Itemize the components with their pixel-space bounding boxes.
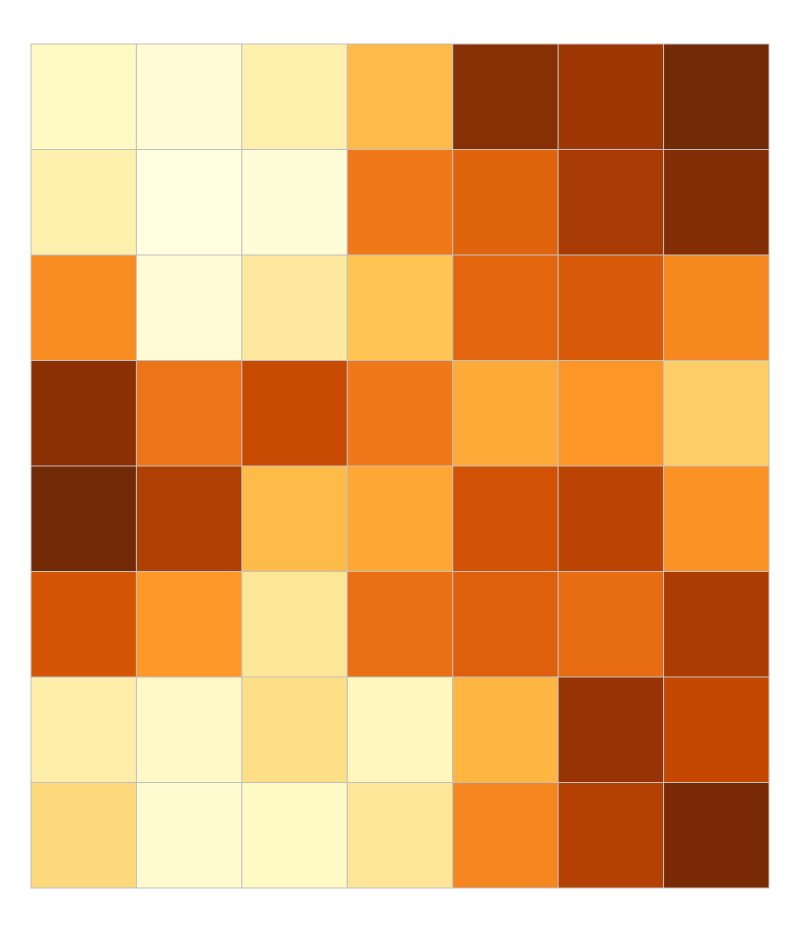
heatmap-cell-r5-c4 bbox=[452, 571, 559, 678]
heatmap-cell-r0-c6 bbox=[663, 43, 770, 150]
heatmap-cell-r6-c0 bbox=[30, 676, 137, 783]
heatmap-cell-r6-c2 bbox=[241, 676, 348, 783]
heatmap-cell-r4-c3 bbox=[346, 465, 454, 572]
heatmap-cell-r4-c2 bbox=[241, 465, 348, 572]
heatmap-cell-r7-c4 bbox=[452, 782, 559, 889]
heatmap-cell-r6-c5 bbox=[557, 676, 665, 783]
heatmap-cell-r1-c6 bbox=[663, 149, 770, 256]
heatmap-cell-r0-c2 bbox=[241, 43, 348, 150]
heatmap-cell-r6-c1 bbox=[135, 676, 243, 783]
heatmap-cell-r2-c1 bbox=[135, 254, 243, 361]
heatmap-cell-r3-c0 bbox=[30, 360, 137, 467]
heatmap-cell-r0-c4 bbox=[452, 43, 559, 150]
heatmap-cell-r7-c2 bbox=[241, 782, 348, 889]
heatmap-cell-r0-c0 bbox=[30, 43, 137, 150]
heatmap-cell-r5-c5 bbox=[557, 571, 665, 678]
heatmap-cell-r6-c6 bbox=[663, 676, 770, 783]
heatmap-cell-r4-c4 bbox=[452, 465, 559, 572]
heatmap-cell-r1-c5 bbox=[557, 149, 665, 256]
heatmap-cell-r1-c1 bbox=[135, 149, 243, 256]
heatmap-cell-r5-c3 bbox=[346, 571, 454, 678]
heatmap-cell-r0-c3 bbox=[346, 43, 454, 150]
heatmap-cell-r1-c2 bbox=[241, 149, 348, 256]
heatmap-cell-r3-c2 bbox=[241, 360, 348, 467]
heatmap-cell-r7-c0 bbox=[30, 782, 137, 889]
heatmap-cell-r1-c0 bbox=[30, 149, 137, 256]
heatmap-cell-r3-c5 bbox=[557, 360, 665, 467]
heatmap-cell-r0-c5 bbox=[557, 43, 665, 150]
heatmap-cell-r2-c3 bbox=[346, 254, 454, 361]
heatmap-cell-r6-c3 bbox=[346, 676, 454, 783]
heatmap-cell-r2-c4 bbox=[452, 254, 559, 361]
heatmap-cell-r7-c5 bbox=[557, 782, 665, 889]
heatmap-cell-r4-c0 bbox=[30, 465, 137, 572]
heatmap-cell-r2-c2 bbox=[241, 254, 348, 361]
heatmap-cell-r7-c3 bbox=[346, 782, 454, 889]
heatmap-cell-r5-c0 bbox=[30, 571, 137, 678]
heatmap-cell-r4-c5 bbox=[557, 465, 665, 572]
heatmap-cell-r5-c2 bbox=[241, 571, 348, 678]
heatmap-cell-r3-c1 bbox=[135, 360, 243, 467]
heatmap-cell-r3-c6 bbox=[663, 360, 770, 467]
heatmap-cell-r7-c6 bbox=[663, 782, 770, 889]
heatmap-cell-r2-c5 bbox=[557, 254, 665, 361]
heatmap-cell-r4-c6 bbox=[663, 465, 770, 572]
heatmap-cell-r3-c3 bbox=[346, 360, 454, 467]
heatmap-cell-r5-c6 bbox=[663, 571, 770, 678]
heatmap-cell-r3-c4 bbox=[452, 360, 559, 467]
heatmap-cell-r7-c1 bbox=[135, 782, 243, 889]
heatmap-cell-r4-c1 bbox=[135, 465, 243, 572]
heatmap-cell-r6-c4 bbox=[452, 676, 559, 783]
heatmap-cell-r1-c4 bbox=[452, 149, 559, 256]
heatmap-cell-r5-c1 bbox=[135, 571, 243, 678]
heatmap-cell-r2-c0 bbox=[30, 254, 137, 361]
heatmap-cell-r2-c6 bbox=[663, 254, 770, 361]
heatmap-cell-r1-c3 bbox=[346, 149, 454, 256]
heatmap-cells bbox=[30, 43, 770, 889]
heatmap-cell-r0-c1 bbox=[135, 43, 243, 150]
